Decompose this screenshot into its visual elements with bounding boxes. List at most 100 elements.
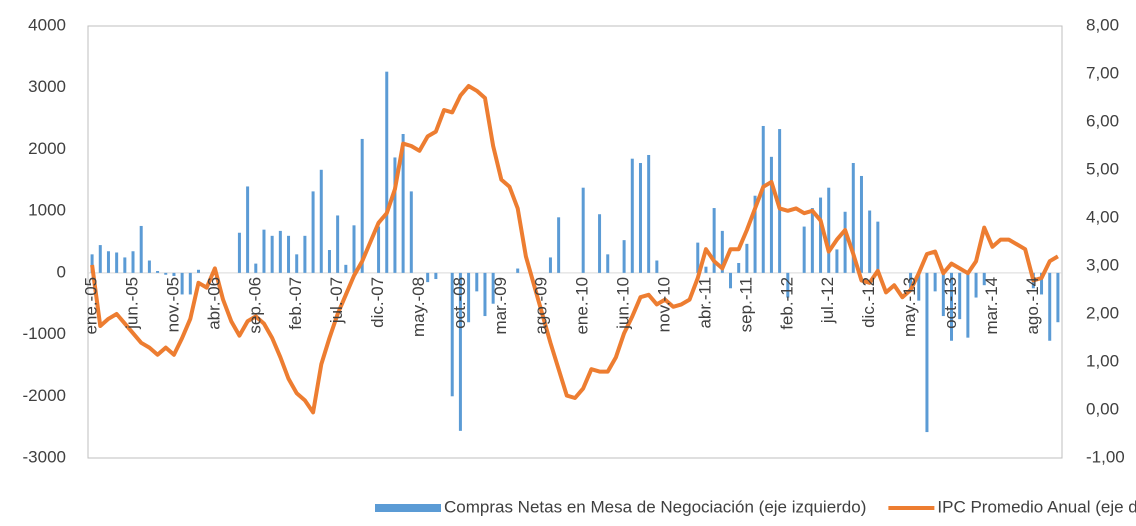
bar xyxy=(360,138,364,273)
x-tick-label: sep.-11 xyxy=(736,277,755,332)
bar xyxy=(409,191,413,273)
bar xyxy=(139,225,143,273)
bar xyxy=(557,217,561,273)
x-tick-label: mar.-14 xyxy=(982,277,1001,335)
bar xyxy=(147,260,151,273)
bar xyxy=(974,272,978,298)
x-tick-label: may.-08 xyxy=(409,277,428,337)
bar xyxy=(630,158,634,273)
y2-tick-label: -1,00 xyxy=(1086,447,1125,466)
y2-tick-label: 2,00 xyxy=(1086,303,1119,322)
y-tick-label: 2000 xyxy=(28,139,66,158)
x-tick-label: oct.-13 xyxy=(941,277,960,329)
bar xyxy=(246,186,250,273)
bar xyxy=(835,249,839,273)
bar xyxy=(982,272,986,286)
bar xyxy=(868,210,872,273)
x-tick-label: feb.-12 xyxy=(777,277,796,330)
bar xyxy=(123,257,127,273)
bar xyxy=(819,197,823,273)
bar xyxy=(581,187,585,273)
bar xyxy=(548,257,552,273)
x-tick-label: jun.-10 xyxy=(614,277,633,330)
bar xyxy=(802,226,806,273)
y2-tick-label: 8,00 xyxy=(1086,15,1119,34)
bar xyxy=(737,262,741,273)
bar xyxy=(516,268,520,273)
bar xyxy=(696,242,700,273)
bar xyxy=(598,214,602,273)
bar xyxy=(761,125,765,273)
bar xyxy=(287,235,291,273)
bar xyxy=(958,272,962,320)
y-tick-label: 4000 xyxy=(28,15,66,34)
bar xyxy=(729,272,733,289)
bar xyxy=(270,235,274,273)
bar xyxy=(827,187,831,273)
x-tick-label: ene.-05 xyxy=(82,277,101,335)
x-tick-label: feb.-07 xyxy=(286,277,305,330)
bar xyxy=(458,272,462,431)
y2-tick-label: 0,00 xyxy=(1086,399,1119,418)
bar xyxy=(401,134,405,273)
bar xyxy=(196,269,200,273)
y-tick-label: -2000 xyxy=(23,386,66,405)
legend-label: IPC Promedio Anual (eje derecho) xyxy=(937,497,1136,516)
bar xyxy=(606,254,610,273)
bar xyxy=(810,208,814,273)
bar xyxy=(843,211,847,273)
bar xyxy=(712,208,716,273)
bar xyxy=(319,169,323,273)
bar xyxy=(720,230,724,273)
bar xyxy=(950,272,954,341)
bar xyxy=(278,230,282,273)
bar xyxy=(115,252,119,273)
x-tick-label: nov.-05 xyxy=(163,277,182,332)
x-tick-label: sep.-06 xyxy=(245,277,264,334)
x-tick-label: abr.-11 xyxy=(695,277,714,329)
bar xyxy=(90,254,94,273)
y2-tick-label: 3,00 xyxy=(1086,255,1119,274)
bar xyxy=(851,163,855,273)
bar xyxy=(655,260,659,273)
bar xyxy=(262,229,266,273)
bar xyxy=(434,272,438,280)
x-tick-label: dic.-12 xyxy=(859,277,878,328)
x-tick-label: jul.-07 xyxy=(327,277,346,324)
bar xyxy=(622,240,626,273)
bar xyxy=(393,157,397,273)
bar xyxy=(909,272,913,289)
bar xyxy=(188,272,192,295)
x-tick-label: ago.-14 xyxy=(1023,277,1042,335)
bar xyxy=(377,226,381,273)
x-tick-label: oct.-08 xyxy=(450,277,469,329)
bar xyxy=(876,221,880,273)
bar xyxy=(925,272,929,433)
bar xyxy=(327,250,331,273)
bar xyxy=(237,232,241,273)
bar xyxy=(352,225,356,273)
bar xyxy=(638,163,642,273)
y2-tick-label: 7,00 xyxy=(1086,63,1119,82)
bar xyxy=(769,156,773,273)
x-tick-label: may.-13 xyxy=(900,277,919,337)
bar xyxy=(859,175,863,273)
bar xyxy=(704,266,708,273)
bar xyxy=(156,271,160,273)
x-tick-label: abr.-06 xyxy=(204,277,223,330)
bar xyxy=(753,195,757,273)
bar xyxy=(344,264,348,273)
y-tick-label: 0 xyxy=(57,262,66,281)
bar xyxy=(164,272,168,275)
bar xyxy=(475,272,479,292)
plot-frame xyxy=(87,25,1063,459)
y2-tick-label: 5,00 xyxy=(1086,159,1119,178)
x-tick-label: jul.-12 xyxy=(818,277,837,324)
y2-tick-label: 1,00 xyxy=(1086,351,1119,370)
bar xyxy=(98,245,102,273)
bar xyxy=(966,272,970,338)
legend-label: Compras Netas en Mesa de Negociación (ej… xyxy=(444,497,866,516)
x-tick-label: ene.-10 xyxy=(573,277,592,335)
bar xyxy=(336,215,340,273)
bar xyxy=(311,191,315,273)
